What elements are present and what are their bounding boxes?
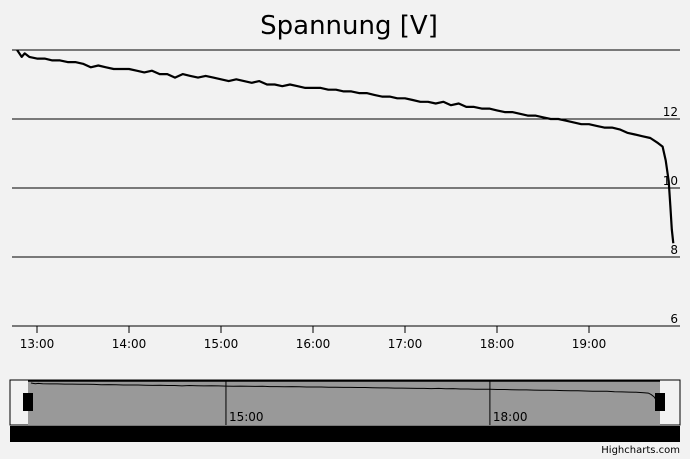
- navigator[interactable]: 15:00 18:00: [9, 379, 681, 426]
- x-axis-labels: 13:00 14:00 15:00 16:00 17:00 18:00 19:00: [20, 337, 607, 351]
- x-tick-label: 14:00: [112, 337, 147, 351]
- y-axis-labels: 6 8 10 12: [663, 105, 678, 326]
- y-tick-label: 10: [663, 174, 678, 188]
- y-tick-label: 12: [663, 105, 678, 119]
- navigator-handle-right[interactable]: [655, 393, 665, 411]
- navigator-gridlines: [225, 381, 491, 425]
- x-tick-label: 16:00: [296, 337, 331, 351]
- navigator-scrollbar[interactable]: [10, 426, 680, 442]
- chart-title: Spannung [V]: [260, 11, 438, 41]
- navigator-selected-range[interactable]: [28, 381, 660, 425]
- navigator-handle-left[interactable]: [23, 393, 33, 411]
- x-tick-label: 18:00: [480, 337, 515, 351]
- y-tick-label: 6: [670, 312, 678, 326]
- highcharts-credit[interactable]: Highcharts.com: [601, 445, 680, 456]
- x-axis-ticks: [36, 326, 590, 333]
- voltage-series-line: [16, 49, 675, 244]
- x-tick-label: 17:00: [388, 337, 423, 351]
- x-tick-label: 13:00: [20, 337, 55, 351]
- navigator-labels: 15:00 18:00: [229, 410, 528, 424]
- navigator-series-line: [30, 382, 659, 404]
- x-tick-label: 19:00: [572, 337, 607, 351]
- navigator-tick-label: 15:00: [229, 410, 264, 424]
- y-gridlines: [12, 49, 680, 258]
- x-tick-label: 15:00: [204, 337, 239, 351]
- y-tick-label: 8: [670, 243, 678, 257]
- navigator-tick-label: 18:00: [493, 410, 528, 424]
